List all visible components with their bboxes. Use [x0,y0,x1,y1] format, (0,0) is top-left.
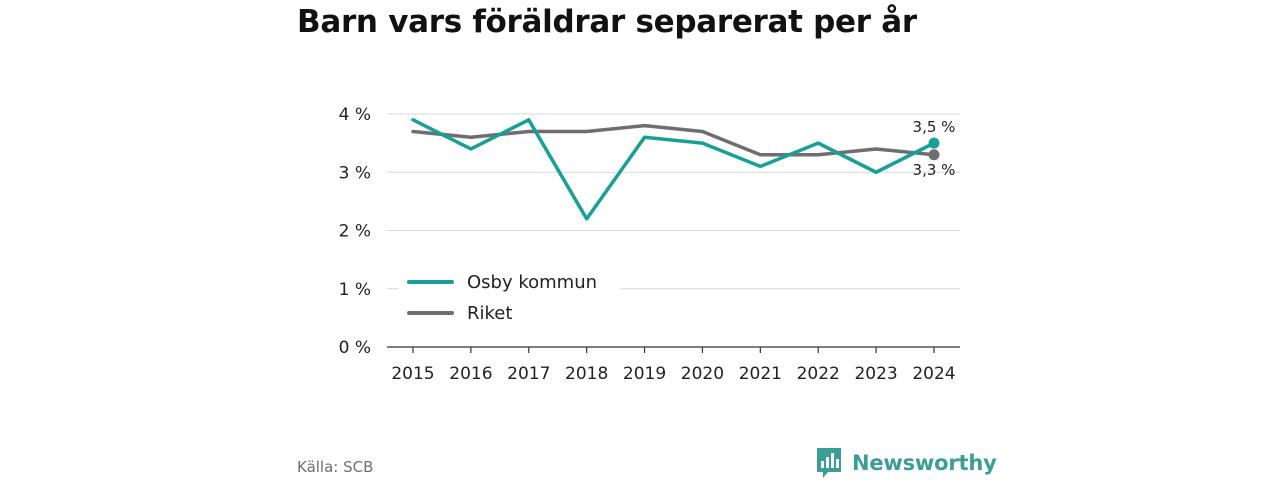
end-label-riket: 3,3 % [913,161,956,179]
series-line-osby-kommun [411,118,936,221]
end-labels: 3,5 % 3,3 % [913,118,956,179]
x-tick-label: 2017 [507,364,550,384]
source-note: Källa: SCB [297,458,374,476]
legend-background [398,264,620,330]
x-tick-label: 2019 [623,364,666,384]
series-end-point-riket [928,149,940,161]
x-tick-label: 2015 [391,364,434,384]
x-tick-label: 2021 [739,364,782,384]
x-tick-label: 2023 [854,364,897,384]
legend: Osby kommun Riket [398,264,620,330]
x-axis-ticks: 2015 2016 2017 2018 2019 2020 2021 2022 2023 2024 [391,347,956,384]
y-tick-label: 3 % [339,163,371,183]
y-tick-label: 4 % [339,105,371,125]
series-end-point-osby-kommun [928,137,940,149]
y-tick-label: 1 % [339,280,371,300]
bar-chart-logo-icon [817,448,841,478]
x-tick-label: 2016 [449,364,492,384]
x-tick-label: 2024 [912,364,955,384]
legend-label-osby-kommun: Osby kommun [467,272,597,293]
y-tick-label: 2 % [339,222,371,242]
brand-name: Newsworthy [852,451,997,475]
series-lines [411,118,940,221]
brand-logo[interactable]: Newsworthy [815,446,997,480]
y-axis-ticks: 0 % 1 % 2 % 3 % 4 % [339,105,371,358]
x-tick-label: 2022 [797,364,840,384]
y-tick-label: 0 % [339,338,371,358]
legend-label-riket: Riket [467,303,512,324]
chart-title: Barn vars föräldrar separerat per år [297,4,917,40]
x-tick-label: 2018 [565,364,608,384]
end-label-osby-kommun: 3,5 % [913,118,956,136]
x-tick-label: 2020 [681,364,724,384]
